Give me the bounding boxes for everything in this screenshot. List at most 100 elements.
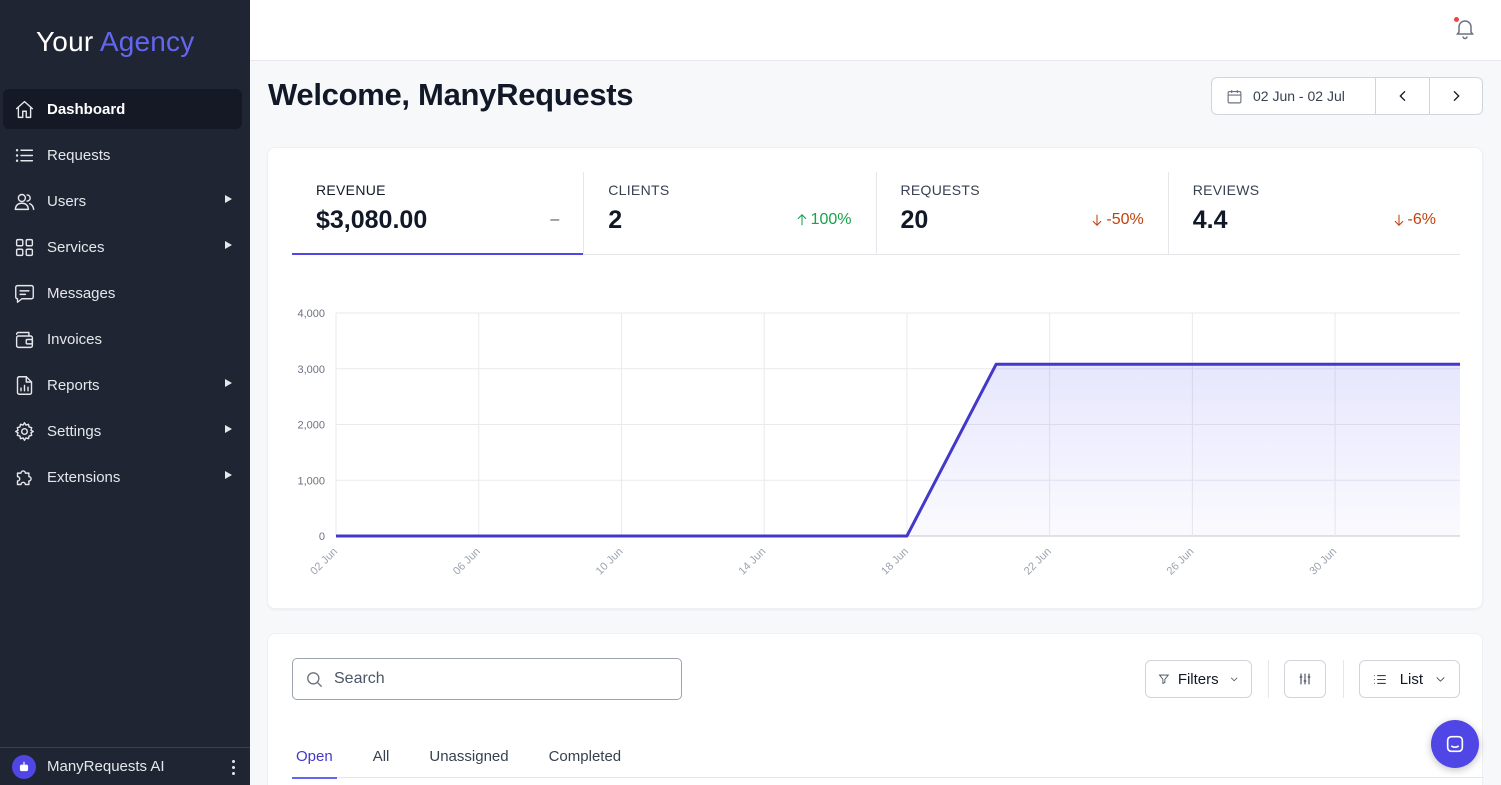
x-tick-label: 02 Jun xyxy=(308,546,340,578)
sidebar-item-label: Dashboard xyxy=(47,100,126,118)
kpi-value: 4.4 xyxy=(1192,206,1228,234)
chat-icon xyxy=(1446,735,1464,753)
sidebar-item-settings[interactable]: Settings xyxy=(3,411,242,451)
y-tick-label: 0 xyxy=(319,531,325,543)
chevron-down-icon xyxy=(1230,677,1238,682)
sidebar-item-label: Messages xyxy=(47,284,116,302)
kpi-requests[interactable]: REQUESTS 20 -50% xyxy=(875,172,1168,254)
kpi-change: -50% xyxy=(1090,211,1144,229)
kpi-clients[interactable]: CLIENTS 2 100% xyxy=(583,172,875,254)
kpi-tabs: REVENUE $3,080.00 – CLIENTS 2 100% REQUE… xyxy=(292,172,1460,255)
list-icon xyxy=(13,144,35,166)
x-tick-label: 30 Jun xyxy=(1307,546,1339,578)
revenue-area xyxy=(336,364,1460,536)
previous-range-button[interactable] xyxy=(1376,78,1429,114)
sidebar-item-invoices[interactable]: Invoices xyxy=(3,319,242,359)
ai-assistant-item[interactable]: ManyRequests AI xyxy=(0,747,250,785)
puzzle-icon xyxy=(13,466,35,488)
next-range-button[interactable] xyxy=(1429,78,1482,114)
chevron-right-icon xyxy=(1453,90,1460,102)
brand-logo[interactable]: Your Agency xyxy=(36,26,194,58)
kpi-change-text: – xyxy=(550,211,560,228)
filters-label: Filters xyxy=(1177,670,1219,688)
sliders-icon xyxy=(1299,673,1311,685)
x-tick-label: 22 Jun xyxy=(1022,546,1054,578)
chart-series xyxy=(336,362,1460,538)
report-icon xyxy=(13,374,35,396)
gear-icon xyxy=(13,420,35,442)
more-options-icon[interactable] xyxy=(232,760,236,778)
chevron-down-icon xyxy=(1436,677,1445,682)
robot-icon xyxy=(12,754,36,779)
list-icon xyxy=(1373,674,1386,684)
view-mode-label: List xyxy=(1399,670,1424,688)
toolbar-divider xyxy=(1268,660,1269,698)
kpi-change: – xyxy=(550,211,559,229)
chart-x-axis: 02 Jun 06 Jun 10 Jun 14 Jun 18 Jun 22 Jun 26 J… xyxy=(308,546,1339,578)
filters-button[interactable]: Filters xyxy=(1145,660,1252,698)
sidebar-item-dashboard[interactable]: Dashboard xyxy=(3,89,242,129)
sidebar-item-messages[interactable]: Messages xyxy=(3,273,242,313)
tab-all[interactable]: All xyxy=(372,747,390,765)
sidebar-item-label: Reports xyxy=(47,376,100,394)
expand-caret-icon xyxy=(225,241,232,249)
sidebar-nav: Dashboard Requests Users Services Messag… xyxy=(3,89,242,503)
date-range-button[interactable]: 02 Jun - 02 Jul xyxy=(1212,78,1377,114)
chart-y-axis: 0 1,000 2,000 3,000 4,000 xyxy=(297,308,325,543)
kpi-revenue[interactable]: REVENUE $3,080.00 – xyxy=(292,172,584,255)
search-icon xyxy=(307,671,323,687)
kpi-change: -6% xyxy=(1392,211,1436,229)
grid-icon xyxy=(13,236,35,258)
x-tick-label: 10 Jun xyxy=(594,546,626,578)
kpi-reviews[interactable]: REVIEWS 4.4 -6% xyxy=(1167,172,1460,254)
sidebar-item-reports[interactable]: Reports xyxy=(3,365,242,405)
kpi-change-text: -50% xyxy=(1106,211,1144,228)
expand-caret-icon xyxy=(225,471,232,479)
home-icon xyxy=(13,98,35,120)
sidebar-item-label: Users xyxy=(47,192,87,210)
unread-dot xyxy=(1454,17,1459,22)
date-range-picker: 02 Jun - 02 Jul xyxy=(1211,77,1483,115)
y-tick-label: 3,000 xyxy=(297,364,325,376)
y-tick-label: 4,000 xyxy=(297,308,325,320)
sidebar-item-requests[interactable]: Requests xyxy=(3,135,242,175)
users-icon xyxy=(13,190,35,212)
kpi-label: REVIEWS xyxy=(1192,182,1260,198)
sidebar-item-label: Extensions xyxy=(47,468,121,486)
top-bar xyxy=(250,0,1501,61)
kpi-change-text: -6% xyxy=(1407,211,1436,228)
x-tick-label: 18 Jun xyxy=(879,546,911,578)
column-settings-button[interactable] xyxy=(1284,660,1326,698)
x-tick-label: 06 Jun xyxy=(451,546,483,578)
kpi-change-text: 100% xyxy=(810,211,852,228)
kpi-value: 2 xyxy=(608,206,623,234)
tab-unassigned[interactable]: Unassigned xyxy=(429,747,509,765)
calendar-icon xyxy=(1227,89,1242,103)
y-tick-label: 2,000 xyxy=(297,420,325,432)
sidebar-item-label: Requests xyxy=(47,146,111,164)
search-box xyxy=(292,658,682,700)
toolbar-divider xyxy=(1343,660,1344,698)
kpi-change: 100% xyxy=(795,211,852,229)
expand-caret-icon xyxy=(225,425,232,433)
expand-caret-icon xyxy=(225,379,232,387)
wallet-icon xyxy=(13,328,35,350)
sidebar-item-users[interactable]: Users xyxy=(3,181,242,221)
expand-caret-icon xyxy=(225,195,232,203)
tab-completed[interactable]: Completed xyxy=(548,747,622,765)
bell-icon[interactable] xyxy=(1453,16,1477,40)
sidebar-item-label: Settings xyxy=(47,422,102,440)
date-range-label: 02 Jun - 02 Jul xyxy=(1253,88,1345,104)
requests-card: Filters List Open All Unassigned Complet… xyxy=(267,633,1484,785)
sidebar-item-extensions[interactable]: Extensions xyxy=(3,457,242,497)
view-mode-dropdown[interactable]: List xyxy=(1359,660,1460,698)
arrow-up-icon xyxy=(797,214,807,226)
sidebar-item-services[interactable]: Services xyxy=(3,227,242,267)
revenue-line xyxy=(336,362,1460,538)
search-input[interactable] xyxy=(334,670,664,688)
chevron-left-icon xyxy=(1399,90,1406,102)
tab-open[interactable]: Open xyxy=(292,734,337,779)
chat-widget-button[interactable] xyxy=(1431,720,1479,768)
arrow-down-icon xyxy=(1092,214,1102,226)
kpi-label: REQUESTS xyxy=(900,182,980,198)
